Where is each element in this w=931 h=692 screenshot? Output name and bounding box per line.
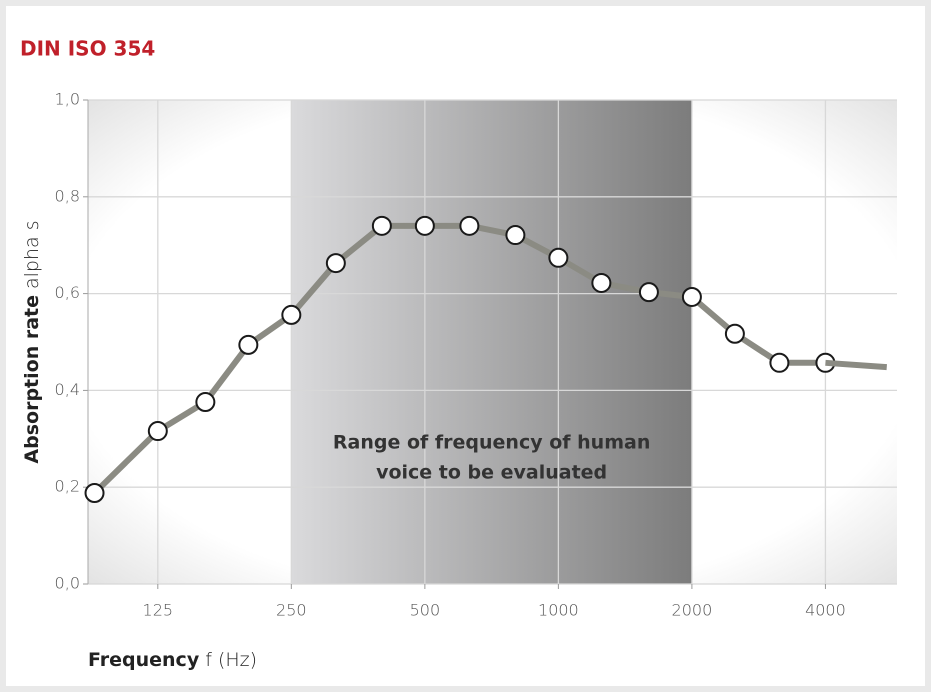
x-tick-label: 500 — [410, 601, 441, 620]
x-tick-label: 1000 — [538, 601, 579, 620]
x-axis-label-rest: f (Hz) — [205, 649, 257, 671]
y-tick-label: 0,4 — [55, 380, 80, 399]
highlight-band — [291, 100, 692, 584]
y-tick-label: 0,2 — [55, 477, 80, 496]
data-point — [325, 253, 346, 274]
x-tick-label: 125 — [143, 601, 174, 620]
y-tick-label: 0,8 — [55, 186, 80, 205]
y-axis-label-bold: Absorption rate — [21, 295, 43, 464]
data-point — [281, 304, 302, 325]
data-point — [548, 247, 569, 268]
y-tick-label: 0,6 — [55, 283, 80, 302]
y-axis-label: Absorption rate alpha s — [21, 220, 43, 463]
data-point — [84, 483, 105, 504]
data-point — [638, 282, 659, 303]
annotation: voice to be evaluated — [376, 462, 607, 484]
y-axis-label-rest: alpha s — [21, 220, 43, 289]
data-point — [591, 272, 612, 293]
x-tick-label: 4000 — [805, 601, 846, 620]
data-point — [505, 225, 526, 246]
annotation: Range of frequency of human — [333, 432, 650, 454]
x-axis-label: Frequency f (Hz) — [88, 649, 257, 671]
x-tick-label: 250 — [276, 601, 307, 620]
data-point — [459, 215, 480, 236]
data-line — [825, 359, 887, 371]
data-point — [147, 421, 168, 442]
data-point — [414, 215, 435, 236]
data-point — [681, 286, 702, 307]
x-axis-label-bold: Frequency — [88, 649, 200, 671]
y-tick-label: 0,0 — [55, 574, 80, 593]
data-point — [724, 323, 745, 344]
data-point — [371, 215, 392, 236]
data-point — [769, 352, 790, 373]
x-tick-label: 2000 — [672, 601, 713, 620]
data-point — [238, 334, 259, 355]
y-tick-label: 1,0 — [55, 90, 80, 109]
data-point — [195, 392, 216, 413]
chart-title: DIN ISO 354 — [20, 37, 155, 61]
